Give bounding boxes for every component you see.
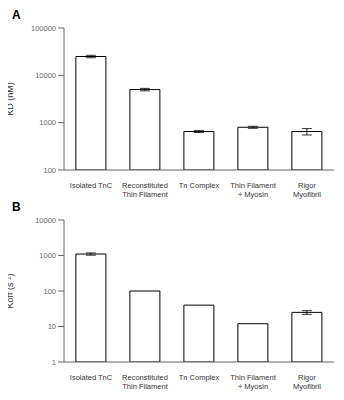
svg-text:10: 10 bbox=[48, 322, 56, 331]
html-text:A: A bbox=[12, 8, 21, 22]
html-text:B: B bbox=[12, 200, 21, 214]
svg-text:RigorMyofibril: RigorMyofibril bbox=[293, 373, 321, 391]
svg-text:KD (nM): KD (nM) bbox=[8, 82, 15, 116]
svg-text:1: 1 bbox=[52, 358, 56, 367]
svg-text:Thin Filament+ Myosin: Thin Filament+ Myosin bbox=[230, 181, 276, 199]
svg-text:Isolated TnC: Isolated TnC bbox=[70, 181, 113, 190]
svg-text:ReconstitutedThin Filament: ReconstitutedThin Filament bbox=[122, 373, 169, 391]
svg-text:100: 100 bbox=[43, 287, 56, 296]
svg-text:ReconstitutedThin Filament: ReconstitutedThin Filament bbox=[122, 181, 169, 199]
svg-text:1000: 1000 bbox=[39, 118, 56, 127]
svg-text:Thin Filament+ Myosin: Thin Filament+ Myosin bbox=[230, 373, 276, 391]
svg-text:10000: 10000 bbox=[35, 71, 56, 80]
svg-text:RigorMyofibril: RigorMyofibril bbox=[293, 181, 321, 199]
svg-text:Tn Complex: Tn Complex bbox=[179, 373, 220, 382]
svg-text:Koff (s⁻¹): Koff (s⁻¹) bbox=[8, 274, 15, 309]
svg-text:10000: 10000 bbox=[35, 216, 56, 225]
svg-text:Isolated TnC: Isolated TnC bbox=[70, 373, 113, 382]
svg-text:100000: 100000 bbox=[31, 24, 56, 33]
svg-text:Tn Complex: Tn Complex bbox=[179, 181, 220, 190]
svg-text:100: 100 bbox=[43, 166, 56, 175]
svg-text:1000: 1000 bbox=[39, 251, 56, 260]
